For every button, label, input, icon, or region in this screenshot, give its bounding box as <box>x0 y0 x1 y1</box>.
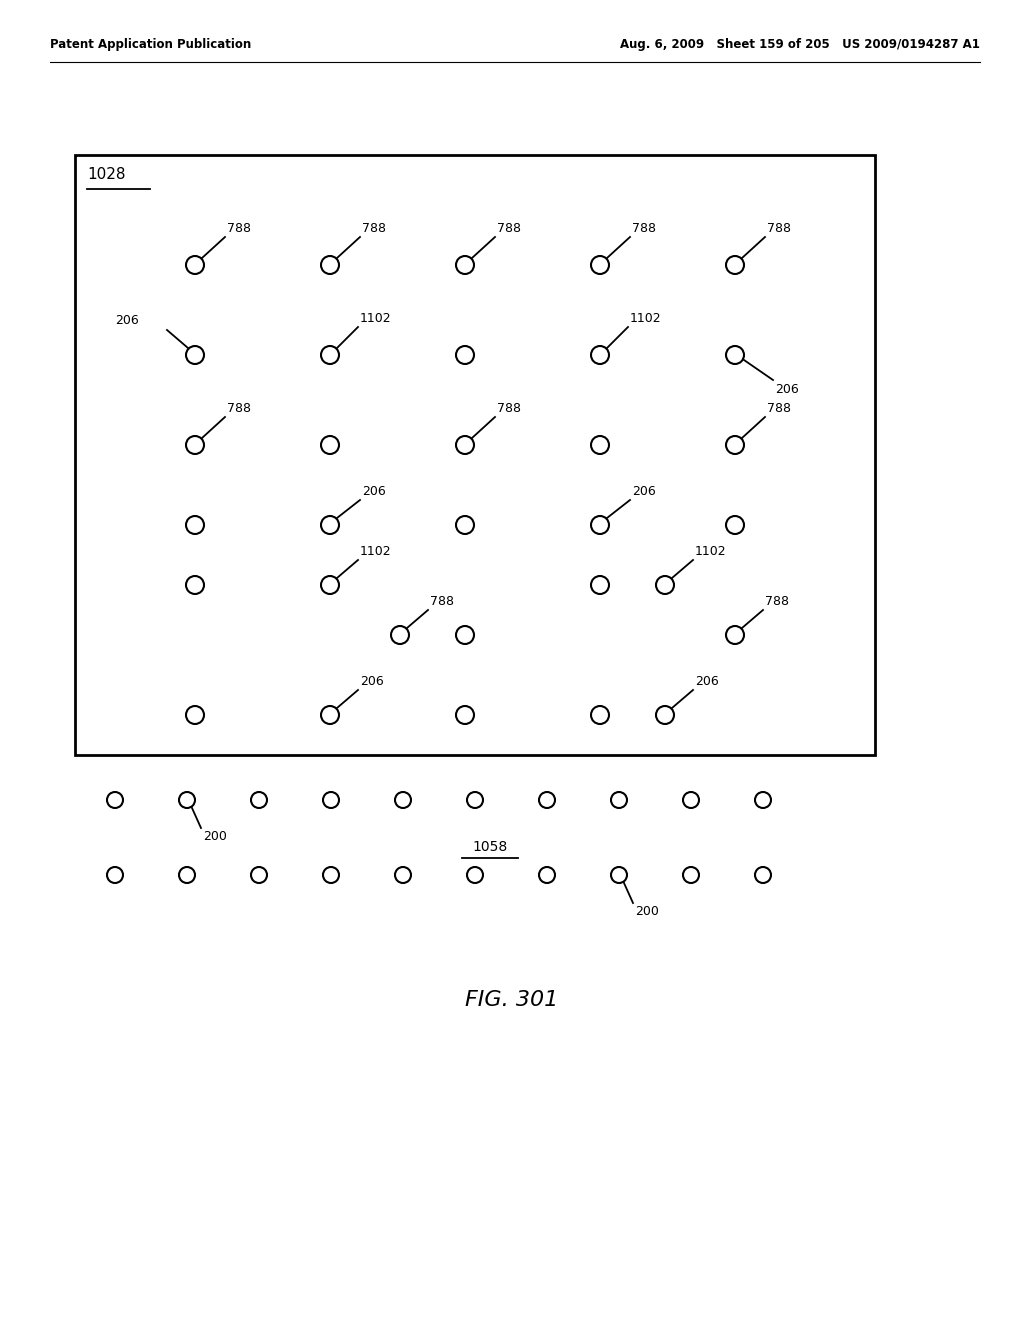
Text: 206: 206 <box>115 314 138 327</box>
Text: 788: 788 <box>430 595 454 609</box>
Text: 1102: 1102 <box>360 545 391 558</box>
Text: Patent Application Publication: Patent Application Publication <box>50 38 251 51</box>
Text: 788: 788 <box>497 222 521 235</box>
Text: 788: 788 <box>497 403 521 414</box>
Bar <box>75 154 874 755</box>
Text: 1028: 1028 <box>87 168 126 182</box>
Text: 206: 206 <box>695 675 719 688</box>
Text: 788: 788 <box>765 595 790 609</box>
Text: 1102: 1102 <box>360 312 391 325</box>
Text: 1102: 1102 <box>630 312 662 325</box>
Text: 206: 206 <box>362 484 386 498</box>
Text: Aug. 6, 2009   Sheet 159 of 205   US 2009/0194287 A1: Aug. 6, 2009 Sheet 159 of 205 US 2009/01… <box>621 38 980 51</box>
Text: 788: 788 <box>767 222 791 235</box>
Text: 788: 788 <box>362 222 386 235</box>
Text: 200: 200 <box>635 906 658 917</box>
Text: 788: 788 <box>767 403 791 414</box>
Text: 200: 200 <box>203 830 227 843</box>
Text: 206: 206 <box>632 484 655 498</box>
Text: 788: 788 <box>227 222 251 235</box>
Text: 788: 788 <box>227 403 251 414</box>
Text: 788: 788 <box>632 222 656 235</box>
Text: FIG. 301: FIG. 301 <box>465 990 559 1010</box>
Text: 1102: 1102 <box>695 545 727 558</box>
Text: 206: 206 <box>360 675 384 688</box>
Text: 1058: 1058 <box>472 840 508 854</box>
Text: 206: 206 <box>775 383 799 396</box>
